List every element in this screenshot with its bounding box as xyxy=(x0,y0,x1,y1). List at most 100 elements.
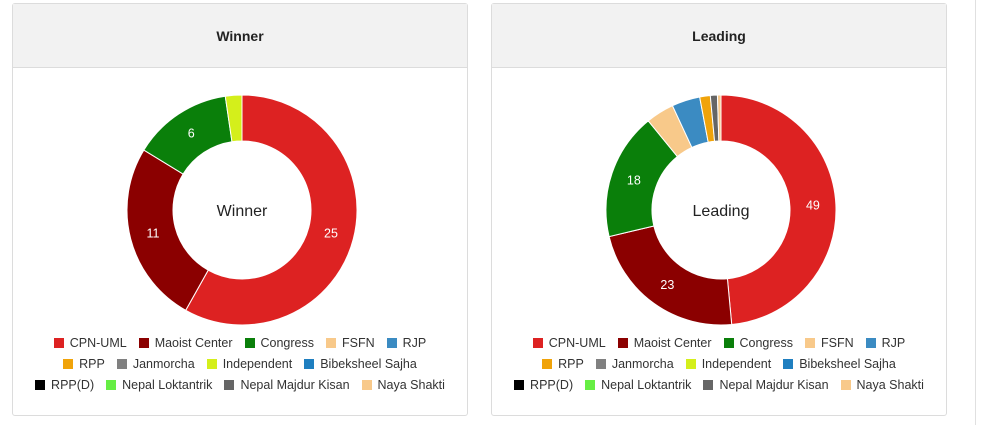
legend-item-independent[interactable]: Independent xyxy=(206,356,293,372)
legend-swatch xyxy=(542,359,553,369)
legend-label: Maoist Center xyxy=(154,336,233,350)
legend-label: FSFN xyxy=(821,336,854,350)
legend-label: RPP(D) xyxy=(51,378,95,392)
legend-swatch xyxy=(326,338,336,348)
legend-label: RJP xyxy=(402,336,427,350)
legend-item-naya-shakti[interactable]: Naya Shakti xyxy=(840,377,924,393)
legend-item-janmorcha[interactable]: Janmorcha xyxy=(595,356,674,372)
leading-legend: CPN-UML Maoist Center Congress FSFN RJP RPP Ja… xyxy=(502,335,936,393)
legend-item-cpn-uml[interactable]: CPN-UML xyxy=(53,335,127,351)
legend-item-rpp-d[interactable]: RPP(D) xyxy=(514,377,573,393)
legend-item-nepal-loktantrik[interactable]: Nepal Loktantrik xyxy=(585,377,691,393)
legend-item-independent[interactable]: Independent xyxy=(685,356,772,372)
legend-label: Bibeksheel Sajha xyxy=(799,357,896,371)
legend-swatch xyxy=(206,359,217,369)
slice-independent[interactable] xyxy=(224,94,243,143)
legend-label: Bibeksheel Sajha xyxy=(320,357,417,371)
legend-swatch xyxy=(865,338,876,348)
legend-label: Nepal Majdur Kisan xyxy=(719,378,829,392)
legend-item-maoist-center[interactable]: Maoist Center xyxy=(617,335,712,351)
winner-legend: CPN-UML Maoist Center Congress FSFN RJP RPP Ja… xyxy=(23,335,457,393)
leading-donut-chart: 49 23 18 Leading xyxy=(605,94,837,326)
slice-maoist-center[interactable] xyxy=(608,225,733,326)
legend-item-cpn-uml[interactable]: CPN-UML xyxy=(532,335,606,351)
legend-label: Congress xyxy=(739,336,794,350)
legend-swatch xyxy=(703,380,714,390)
legend-item-congress[interactable]: Congress xyxy=(244,335,315,351)
legend-label: Nepal Loktantrik xyxy=(601,378,692,392)
legend-swatch xyxy=(106,380,117,390)
legend-label: Janmorcha xyxy=(611,357,674,371)
legend-swatch xyxy=(685,359,696,369)
legend-swatch xyxy=(532,338,543,348)
donut-center-label: Leading xyxy=(693,203,750,220)
legend-item-congress[interactable]: Congress xyxy=(723,335,794,351)
legend-swatch xyxy=(783,359,794,369)
legend-label: Congress xyxy=(260,336,315,350)
legend-label: RPP xyxy=(558,357,584,371)
leading-panel-title: Leading xyxy=(492,4,946,68)
legend-swatch xyxy=(63,359,74,369)
legend-item-rjp[interactable]: RJP xyxy=(865,335,906,351)
legend-label: Maoist Center xyxy=(633,336,712,350)
legend-item-rpp[interactable]: RPP xyxy=(63,356,105,372)
data-label-maoist-center: 11 xyxy=(146,226,159,240)
legend-item-fsfn[interactable]: FSFN xyxy=(805,335,854,351)
legend-swatch xyxy=(116,359,127,369)
legend-swatch xyxy=(514,380,525,390)
legend-swatch xyxy=(138,338,149,348)
legend-swatch xyxy=(585,380,596,390)
legend-label: FSFN xyxy=(342,336,375,350)
winner-donut-chart: 25 11 6 Winner xyxy=(126,94,358,326)
legend-label: Nepal Loktantrik xyxy=(122,378,213,392)
data-label-congress: 6 xyxy=(188,126,195,140)
slice-cpn-uml[interactable] xyxy=(185,94,358,326)
legend-item-nepal-majdur-kisan[interactable]: Nepal Majdur Kisan xyxy=(703,377,829,393)
legend-label: RPP(D) xyxy=(530,378,574,392)
legend-label: Independent xyxy=(222,357,293,371)
slice-maoist-center[interactable] xyxy=(126,149,209,311)
legend-label: CPN-UML xyxy=(548,336,606,350)
legend-label: Naya Shakti xyxy=(856,378,924,392)
legend-swatch xyxy=(386,338,397,348)
legend-label: Naya Shakti xyxy=(377,378,445,392)
legend-item-bibeksheel-sajha[interactable]: Bibeksheel Sajha xyxy=(304,356,417,372)
legend-swatch xyxy=(224,380,235,390)
legend-swatch xyxy=(805,338,815,348)
winner-panel: Winner 25 11 6 Winner CPN-UML Maoist Center C… xyxy=(12,3,468,416)
legend-label: RJP xyxy=(881,336,906,350)
data-label-cpn-uml: 25 xyxy=(324,226,338,240)
legend-swatch xyxy=(595,359,606,369)
data-label-cpn-uml: 49 xyxy=(806,199,820,213)
scrollbar-divider xyxy=(975,0,976,425)
legend-swatch xyxy=(304,359,315,369)
legend-label: Janmorcha xyxy=(132,357,195,371)
legend-swatch xyxy=(840,380,851,390)
donut-center-label: Winner xyxy=(217,203,268,220)
legend-item-rjp[interactable]: RJP xyxy=(386,335,427,351)
legend-item-naya-shakti[interactable]: Naya Shakti xyxy=(361,377,445,393)
legend-swatch xyxy=(723,338,734,348)
slice-naya-shakti[interactable] xyxy=(716,94,722,142)
legend-item-maoist-center[interactable]: Maoist Center xyxy=(138,335,233,351)
legend-item-bibeksheel-sajha[interactable]: Bibeksheel Sajha xyxy=(783,356,896,372)
legend-swatch xyxy=(244,338,255,348)
legend-item-nepal-majdur-kisan[interactable]: Nepal Majdur Kisan xyxy=(224,377,350,393)
legend-item-rpp[interactable]: RPP xyxy=(542,356,584,372)
legend-item-fsfn[interactable]: FSFN xyxy=(326,335,375,351)
winner-panel-title: Winner xyxy=(13,4,467,68)
slice-cpn-uml[interactable] xyxy=(720,94,837,326)
legend-label: RPP xyxy=(79,357,105,371)
legend-label: Nepal Majdur Kisan xyxy=(240,378,350,392)
leading-panel: Leading 49 23 18 Leading CPN-UML Maoist Cent… xyxy=(491,3,947,416)
legend-swatch xyxy=(361,380,372,390)
data-label-congress: 18 xyxy=(627,173,641,187)
legend-swatch xyxy=(617,338,628,348)
legend-item-nepal-loktantrik[interactable]: Nepal Loktantrik xyxy=(106,377,212,393)
legend-label: Independent xyxy=(701,357,772,371)
legend-item-rpp-d[interactable]: RPP(D) xyxy=(35,377,94,393)
legend-item-janmorcha[interactable]: Janmorcha xyxy=(116,356,195,372)
legend-swatch xyxy=(53,338,64,348)
data-label-maoist-center: 23 xyxy=(660,278,674,292)
legend-label: CPN-UML xyxy=(69,336,127,350)
